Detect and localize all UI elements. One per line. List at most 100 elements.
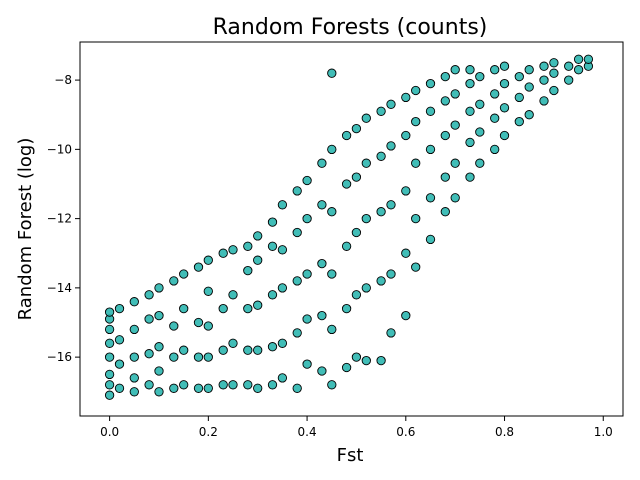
data-point <box>524 110 534 120</box>
data-point <box>228 380 238 390</box>
data-point <box>450 158 460 168</box>
data-point <box>361 355 371 366</box>
data-point <box>341 303 352 314</box>
data-point <box>440 130 450 141</box>
data-point <box>114 359 125 369</box>
data-point <box>243 265 253 276</box>
data-point <box>564 75 574 85</box>
data-point <box>317 158 327 168</box>
data-point <box>327 269 337 279</box>
data-point <box>351 352 362 362</box>
data-point <box>341 241 352 251</box>
data-point <box>302 269 312 279</box>
data-point <box>411 213 421 224</box>
data-point <box>450 193 460 203</box>
y-tick-label: −8 <box>54 73 72 87</box>
data-point <box>514 116 524 127</box>
data-point <box>376 207 386 217</box>
data-point <box>564 61 574 71</box>
x-axis-title: Fst <box>337 445 364 466</box>
data-point <box>376 355 386 366</box>
data-point <box>179 380 189 390</box>
data-point <box>539 75 549 85</box>
y-tick-label: −10 <box>47 142 72 156</box>
data-point <box>386 328 396 338</box>
data-point <box>104 324 115 335</box>
data-point <box>302 314 312 324</box>
data-point <box>292 328 302 338</box>
data-point <box>583 54 594 64</box>
data-point <box>243 303 253 314</box>
data-point <box>351 227 362 238</box>
data-point <box>169 383 179 393</box>
data-point <box>351 290 362 300</box>
data-point <box>193 262 204 272</box>
data-point <box>475 127 485 137</box>
data-point <box>193 352 204 362</box>
data-point <box>203 352 213 362</box>
data-point <box>465 65 475 75</box>
data-point <box>475 99 485 109</box>
plot-area-frame <box>79 41 624 417</box>
data-point <box>425 144 436 155</box>
data-point <box>361 113 371 123</box>
data-point <box>425 78 436 89</box>
data-point <box>411 262 421 272</box>
x-tick-label: 0.4 <box>298 425 317 439</box>
data-point <box>465 78 475 89</box>
data-point <box>386 269 396 279</box>
data-point <box>411 85 421 96</box>
data-point <box>277 338 288 348</box>
data-point <box>179 269 189 279</box>
data-point <box>243 380 253 390</box>
data-point <box>228 245 238 255</box>
data-point <box>218 303 228 314</box>
data-point <box>104 307 115 317</box>
data-point <box>154 342 164 352</box>
data-point <box>267 290 278 300</box>
data-point <box>573 54 584 64</box>
data-point <box>243 345 253 355</box>
y-tick-label: −16 <box>47 350 72 364</box>
chart-title: Random Forests (counts) <box>213 15 488 40</box>
data-point <box>475 158 485 168</box>
data-point <box>376 106 386 116</box>
data-point <box>401 310 411 321</box>
data-point <box>144 314 154 324</box>
data-point <box>228 290 238 300</box>
data-point <box>317 258 327 269</box>
data-point <box>361 213 371 224</box>
data-point <box>549 85 559 96</box>
data-point <box>154 310 164 321</box>
data-point <box>411 116 421 127</box>
data-point <box>499 130 510 141</box>
data-point <box>376 151 386 161</box>
data-point <box>253 231 263 241</box>
data-point <box>490 89 500 99</box>
data-point <box>154 366 164 376</box>
data-point <box>129 373 139 383</box>
data-point <box>514 92 524 103</box>
data-point <box>341 130 352 141</box>
data-point <box>129 297 139 307</box>
data-point <box>253 300 263 310</box>
data-point <box>104 390 115 400</box>
data-point <box>327 68 337 78</box>
data-point <box>114 303 125 314</box>
data-point <box>465 106 475 116</box>
data-point <box>450 120 460 130</box>
data-point <box>144 349 154 359</box>
data-point <box>302 175 312 186</box>
data-point <box>465 172 475 182</box>
data-point <box>104 380 115 390</box>
data-point <box>267 241 278 251</box>
data-point <box>253 345 263 355</box>
data-point <box>302 213 312 224</box>
data-point <box>425 193 436 203</box>
data-point <box>154 387 164 397</box>
data-point <box>317 310 327 321</box>
data-point <box>267 217 278 227</box>
data-point <box>401 248 411 258</box>
data-point <box>450 65 460 75</box>
